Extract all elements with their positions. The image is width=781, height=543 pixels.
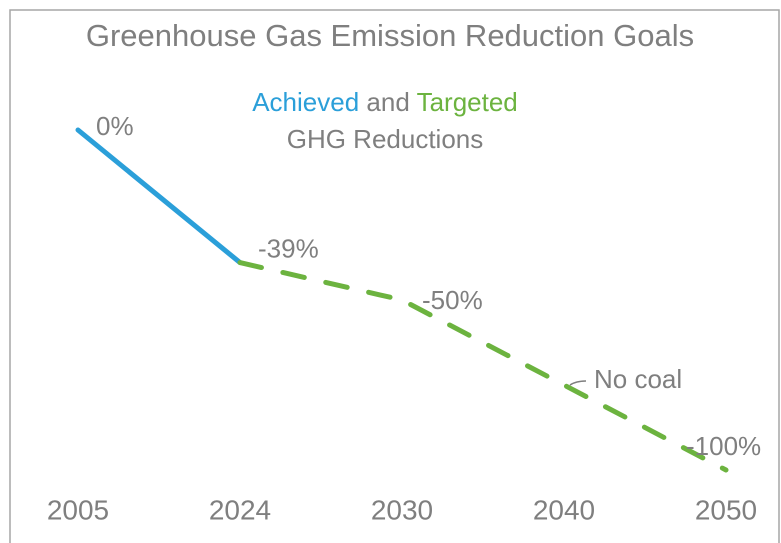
series-line (75, 127, 243, 266)
legend-entry: Targeted (417, 87, 518, 117)
x-tick-label: 2040 (533, 494, 595, 525)
data-label: 0% (96, 111, 134, 141)
series-line (237, 260, 729, 473)
legend: Achieved and Targeted (252, 87, 518, 117)
x-tick-label: 2005 (47, 494, 109, 525)
legend-entry: Achieved (252, 87, 359, 117)
chart-subtitle: GHG Reductions (287, 124, 484, 154)
frame (9, 9, 780, 543)
data-label: -39% (258, 233, 319, 263)
annotation-leader (569, 380, 587, 386)
subtitle-joiner: and (366, 87, 409, 117)
data-label: -50% (422, 285, 483, 315)
x-tick-label: 2050 (695, 494, 757, 525)
x-tick-label: 2030 (371, 494, 433, 525)
data-label: -100% (686, 431, 761, 461)
chart-title: Greenhouse Gas Emission Reduction Goals (86, 18, 694, 53)
annotation: No coal (594, 364, 682, 394)
x-tick-label: 2024 (209, 494, 271, 525)
